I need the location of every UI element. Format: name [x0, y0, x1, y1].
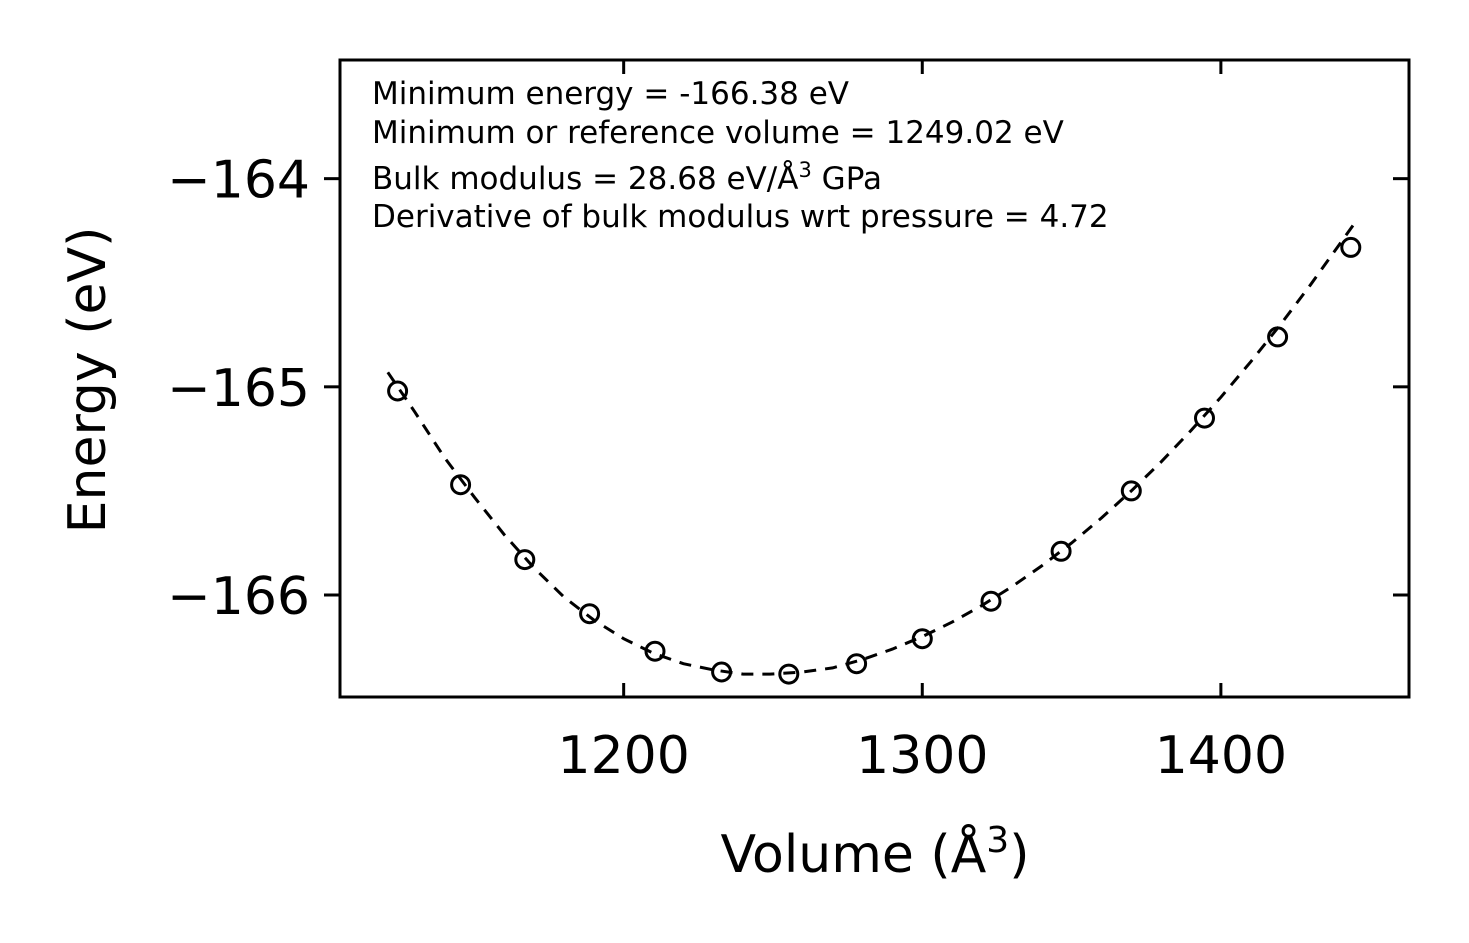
annotation-bulk-modulus: Bulk modulus = 28.68 eV/Å3 GPa [372, 158, 882, 197]
data-point [1194, 407, 1215, 429]
x-tick-label: 1200 [558, 726, 690, 786]
annotation-bulk-derivative: Derivative of bulk modulus wrt pressure … [372, 199, 1109, 235]
annotation-bulk-modulus-text: Bulk modulus = 28.68 eV/Å [372, 161, 798, 197]
data-point [711, 661, 733, 683]
data-point [1050, 540, 1072, 562]
x-axis-label-sup: 3 [986, 820, 1009, 861]
plot-frame [338, 58, 1411, 699]
data-point [1340, 236, 1362, 258]
data-point [1267, 326, 1289, 348]
annotation-min-energy: Minimum energy = -166.38 eV [372, 76, 849, 112]
data-point [450, 474, 472, 496]
x-axis-label-close: ) [1009, 825, 1029, 885]
data-point [579, 603, 601, 625]
data-point [1120, 480, 1142, 502]
y-tick-label: −164 [167, 151, 310, 211]
annotation-bulk-modulus-unit: GPa [812, 161, 882, 197]
data-point [778, 663, 800, 685]
data-markers [387, 236, 1362, 685]
annotation-block: Minimum energy = -166.38 eV Minimum or r… [372, 76, 1109, 235]
y-tick-label: −166 [167, 567, 310, 627]
x-axis-label: Volume (Å3) [721, 820, 1030, 885]
data-point [980, 590, 1002, 612]
x-tick-label: 1400 [1155, 726, 1287, 786]
x-tick-label: 1300 [856, 726, 988, 786]
annotation-min-volume: Minimum or reference volume = 1249.02 eV [372, 115, 1064, 151]
data-point [911, 628, 933, 650]
annotation-bulk-modulus-sup: 3 [798, 158, 811, 182]
axis-tick-labels: 1200 1300 1400 −164 −165 −166 [167, 151, 1287, 786]
axis-ticks [324, 60, 1409, 697]
y-axis-label: Energy (eV) [58, 227, 118, 534]
fit-curve [386, 217, 1360, 676]
y-tick-label: −165 [167, 359, 310, 419]
data-point [644, 640, 666, 662]
x-axis-label-text: Volume (Å [721, 823, 987, 885]
data-point [387, 380, 409, 402]
data-point [846, 653, 868, 675]
data-point [514, 549, 536, 571]
